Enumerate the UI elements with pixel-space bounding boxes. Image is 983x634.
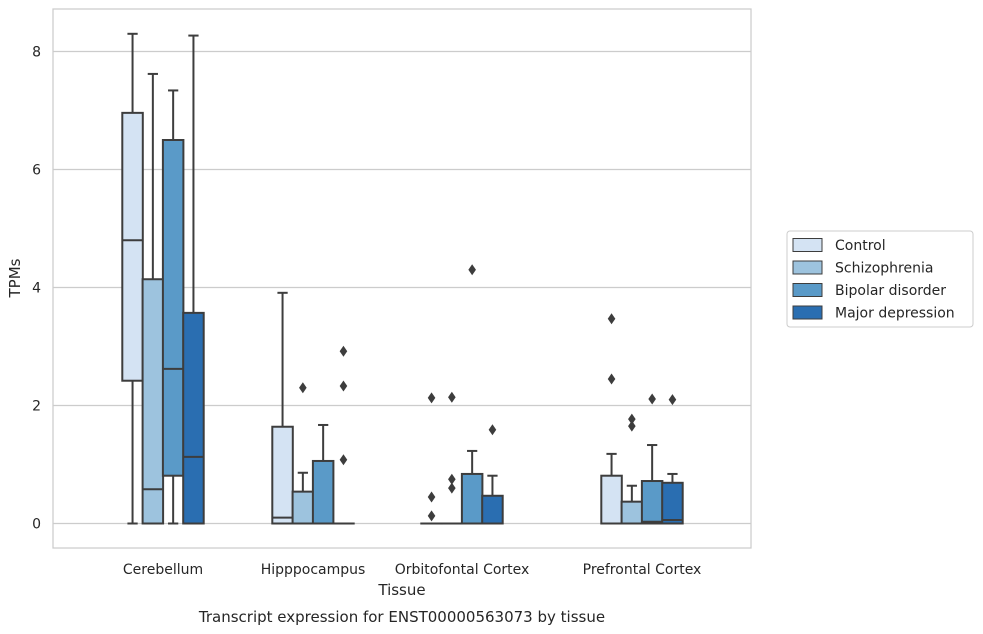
box-iqr	[661, 481, 684, 525]
outlier-point	[648, 393, 656, 405]
box-schizophrenia	[440, 391, 464, 525]
y-axis-label: TPMs	[6, 258, 24, 298]
outlier-point	[628, 420, 636, 432]
y-tick-label: 0	[32, 517, 41, 533]
box-bipolar-disorder	[460, 264, 484, 525]
box-iqr	[271, 425, 294, 525]
outlier-point	[607, 373, 616, 385]
outlier-point	[299, 382, 307, 394]
box-iqr	[141, 278, 165, 525]
outlier-point	[488, 424, 497, 436]
y-tick-label: 4	[32, 281, 41, 297]
box-iqr	[121, 111, 144, 382]
outlier-point	[427, 392, 436, 404]
box-major-depression	[332, 345, 355, 525]
legend-frame	[786, 230, 974, 328]
box-iqr	[481, 494, 504, 525]
chart-caption: Transcript expression for ENST0000056307…	[198, 608, 605, 626]
box-control	[420, 392, 443, 525]
y-tick-label: 2	[32, 399, 41, 415]
outlier-point	[448, 482, 456, 494]
box-control	[600, 313, 623, 525]
legend: Control Schizophrenia Bipolar disorder Majo…	[786, 230, 974, 328]
outlier-point	[339, 454, 348, 466]
box-iqr	[311, 459, 335, 525]
box-major-depression	[481, 424, 504, 525]
outlier-point	[628, 413, 636, 425]
legend-label: Major depression	[835, 306, 955, 322]
box-schizophrenia	[141, 72, 165, 525]
x-tick-label: Hipppocampus	[261, 562, 366, 578]
box-control	[121, 32, 144, 525]
legend-swatch	[792, 283, 823, 297]
outlier-point	[339, 380, 348, 392]
x-tick-label: Orbitofontal Cortex	[395, 562, 530, 578]
outlier-point	[607, 313, 616, 325]
box-iqr	[182, 311, 205, 525]
x-tick-labels: Cerebellum Hipppocampus Orbitofontal Corte…	[123, 562, 701, 578]
x-tick-label: Cerebellum	[123, 562, 203, 578]
outlier-point	[427, 491, 436, 503]
box-schizophrenia	[291, 382, 315, 525]
box-bipolar-disorder	[640, 393, 664, 525]
box-major-depression	[182, 34, 205, 525]
legend-swatch	[792, 260, 823, 275]
outlier-point	[427, 510, 436, 522]
x-tick-label: Prefrontal Cortex	[583, 562, 702, 578]
legend-swatch	[792, 305, 823, 320]
box-control	[271, 291, 294, 525]
x-axis-label: Tissue	[377, 581, 425, 599]
box-iqr	[291, 490, 315, 525]
outlier-point	[468, 264, 476, 276]
outlier-point	[448, 391, 456, 403]
legend-label: Schizophrenia	[835, 261, 933, 277]
box-iqr	[600, 474, 623, 525]
box-iqr	[161, 139, 185, 477]
box-schizophrenia	[620, 413, 644, 525]
box-iqr	[460, 472, 484, 525]
box-iqr	[640, 480, 664, 525]
legend-swatch	[792, 238, 823, 252]
outlier-point	[339, 345, 348, 357]
legend-label: Bipolar disorder	[835, 283, 946, 299]
outlier-point	[448, 473, 456, 485]
box-iqr	[620, 500, 644, 525]
y-tick-label: 6	[32, 163, 41, 179]
outlier-point	[668, 394, 677, 406]
legend-label: Control	[835, 238, 886, 254]
y-tick-label: 8	[32, 45, 41, 61]
box-major-depression	[661, 394, 684, 525]
y-tick-labels: 0 2 4 6 8	[32, 45, 41, 533]
box-plots	[121, 32, 684, 525]
plot-frame	[52, 8, 752, 549]
box-bipolar-disorder	[161, 89, 185, 525]
box-bipolar-disorder	[311, 423, 335, 525]
